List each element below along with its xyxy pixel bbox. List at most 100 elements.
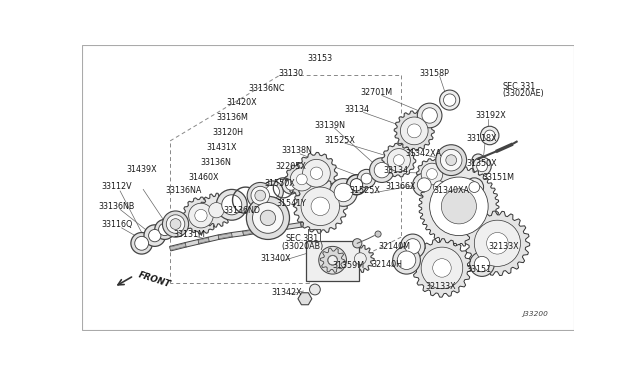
Circle shape xyxy=(310,167,323,179)
Circle shape xyxy=(440,90,460,110)
Text: 32140H: 32140H xyxy=(371,260,402,269)
Circle shape xyxy=(209,203,224,218)
Text: FRONT: FRONT xyxy=(137,270,172,289)
Text: 33134: 33134 xyxy=(345,105,370,114)
Circle shape xyxy=(155,219,175,240)
Circle shape xyxy=(170,219,181,230)
Circle shape xyxy=(311,197,330,216)
Circle shape xyxy=(296,174,307,185)
Text: 33112V: 33112V xyxy=(102,182,132,191)
Polygon shape xyxy=(293,179,348,233)
Circle shape xyxy=(486,232,508,254)
Polygon shape xyxy=(346,245,374,272)
Circle shape xyxy=(405,239,420,254)
Circle shape xyxy=(251,186,269,205)
Circle shape xyxy=(442,189,476,224)
Circle shape xyxy=(247,183,273,209)
Circle shape xyxy=(401,254,413,266)
Polygon shape xyxy=(198,238,209,243)
Circle shape xyxy=(216,189,247,220)
Text: 31342X: 31342X xyxy=(271,288,301,297)
Circle shape xyxy=(346,175,367,195)
Text: 33136NC: 33136NC xyxy=(248,84,285,93)
Text: 31359M: 31359M xyxy=(333,261,365,270)
Circle shape xyxy=(328,255,338,265)
Polygon shape xyxy=(301,219,321,227)
Polygon shape xyxy=(270,225,286,231)
Text: 33136ND: 33136ND xyxy=(223,206,260,215)
Circle shape xyxy=(255,190,266,201)
Circle shape xyxy=(474,256,490,272)
Circle shape xyxy=(394,155,404,166)
Circle shape xyxy=(246,196,289,240)
Polygon shape xyxy=(270,225,286,232)
Polygon shape xyxy=(218,232,232,240)
Circle shape xyxy=(417,103,442,128)
Text: 31350X: 31350X xyxy=(467,160,497,169)
Text: 31439X: 31439X xyxy=(126,165,157,174)
Circle shape xyxy=(427,169,437,179)
Text: 33151M: 33151M xyxy=(482,173,514,182)
Circle shape xyxy=(375,231,381,237)
Polygon shape xyxy=(298,293,312,305)
Polygon shape xyxy=(413,239,471,297)
Circle shape xyxy=(444,94,456,106)
Circle shape xyxy=(221,195,242,215)
Circle shape xyxy=(357,169,376,188)
Circle shape xyxy=(310,284,320,295)
Text: 33134: 33134 xyxy=(383,166,408,174)
Text: 32701M: 32701M xyxy=(360,88,392,97)
Polygon shape xyxy=(182,197,220,234)
Text: 32205X: 32205X xyxy=(276,162,307,171)
Text: 31431X: 31431X xyxy=(207,143,237,152)
Text: J33200: J33200 xyxy=(522,311,548,317)
Circle shape xyxy=(401,234,425,259)
Text: 33131M: 33131M xyxy=(173,230,205,238)
Circle shape xyxy=(413,173,436,196)
Text: 33153: 33153 xyxy=(308,54,333,63)
Polygon shape xyxy=(218,233,232,239)
Text: 33158P: 33158P xyxy=(419,70,449,78)
FancyBboxPatch shape xyxy=(307,241,359,281)
Circle shape xyxy=(397,251,416,269)
Polygon shape xyxy=(465,211,530,276)
Circle shape xyxy=(477,161,488,172)
Text: 31340XA: 31340XA xyxy=(433,186,469,195)
Circle shape xyxy=(484,130,495,141)
Circle shape xyxy=(148,230,161,242)
Circle shape xyxy=(470,252,494,276)
Circle shape xyxy=(159,223,171,235)
Polygon shape xyxy=(243,229,257,235)
Text: 33136NB: 33136NB xyxy=(99,202,135,211)
Text: 31541Y: 31541Y xyxy=(276,199,306,208)
Text: 31550X: 31550X xyxy=(265,179,296,188)
Circle shape xyxy=(393,246,420,274)
Circle shape xyxy=(374,163,390,178)
Circle shape xyxy=(407,124,421,138)
Circle shape xyxy=(144,225,166,246)
Polygon shape xyxy=(285,163,319,196)
Polygon shape xyxy=(232,231,244,237)
Circle shape xyxy=(446,155,456,166)
Circle shape xyxy=(166,215,185,233)
Polygon shape xyxy=(170,243,186,250)
Circle shape xyxy=(429,177,488,235)
Circle shape xyxy=(163,211,189,237)
Circle shape xyxy=(135,236,148,250)
Polygon shape xyxy=(257,227,271,233)
Circle shape xyxy=(131,232,152,254)
Text: 33136NA: 33136NA xyxy=(165,186,202,195)
Text: 33192X: 33192X xyxy=(476,111,507,120)
Text: SEC.331: SEC.331 xyxy=(286,234,319,243)
Circle shape xyxy=(189,203,213,228)
Text: 31460X: 31460X xyxy=(188,173,218,182)
Circle shape xyxy=(355,253,366,264)
Circle shape xyxy=(474,220,520,266)
Circle shape xyxy=(303,159,330,187)
Text: 33130: 33130 xyxy=(278,70,303,78)
Circle shape xyxy=(260,210,276,225)
Circle shape xyxy=(319,246,346,274)
Text: 33136M: 33136M xyxy=(216,113,248,122)
Text: 32140M: 32140M xyxy=(378,242,410,251)
Polygon shape xyxy=(394,111,435,151)
